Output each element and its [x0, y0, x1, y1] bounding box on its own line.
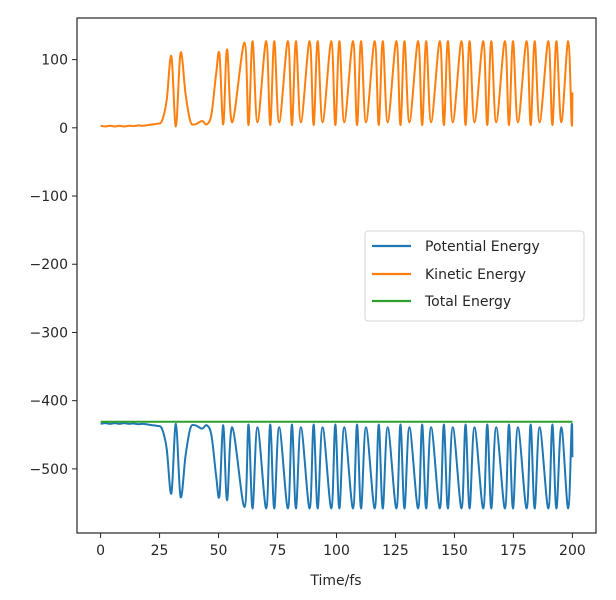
kinetic-energy-line	[100, 40, 574, 128]
legend-box	[364, 230, 585, 322]
x-tick-label: 50	[210, 543, 228, 559]
x-tick-label: 175	[500, 543, 527, 559]
x-axis: 0 25 50 75 100 125 150 175 200	[96, 533, 586, 559]
y-tick-label: 0	[59, 121, 68, 137]
series-layer	[100, 40, 574, 510]
x-tick-label: 25	[151, 543, 169, 559]
x-tick-label: 100	[323, 543, 350, 559]
y-tick-label: −300	[30, 325, 68, 341]
x-tick-label: 125	[382, 543, 409, 559]
x-tick-label: 75	[269, 543, 287, 559]
potential-energy-line	[100, 422, 574, 510]
legend: Potential Energy Kinetic Energy Total En…	[364, 230, 585, 322]
y-tick-label: −500	[30, 462, 68, 478]
legend-label-kinetic: Kinetic Energy	[425, 267, 526, 283]
legend-label-potential: Potential Energy	[425, 239, 540, 255]
legend-label-total: Total Energy	[424, 294, 511, 310]
x-tick-label: 200	[559, 543, 586, 559]
y-tick-label: −100	[30, 189, 68, 205]
x-tick-label: 0	[96, 543, 105, 559]
x-tick-label: 150	[441, 543, 468, 559]
x-axis-label: Time/fs	[309, 573, 361, 589]
y-tick-label: −400	[30, 394, 68, 410]
y-axis: 100 0 −100 −200 −300 −400 −500	[30, 53, 77, 478]
y-tick-label: −200	[30, 257, 68, 273]
y-tick-label: 100	[41, 53, 68, 69]
